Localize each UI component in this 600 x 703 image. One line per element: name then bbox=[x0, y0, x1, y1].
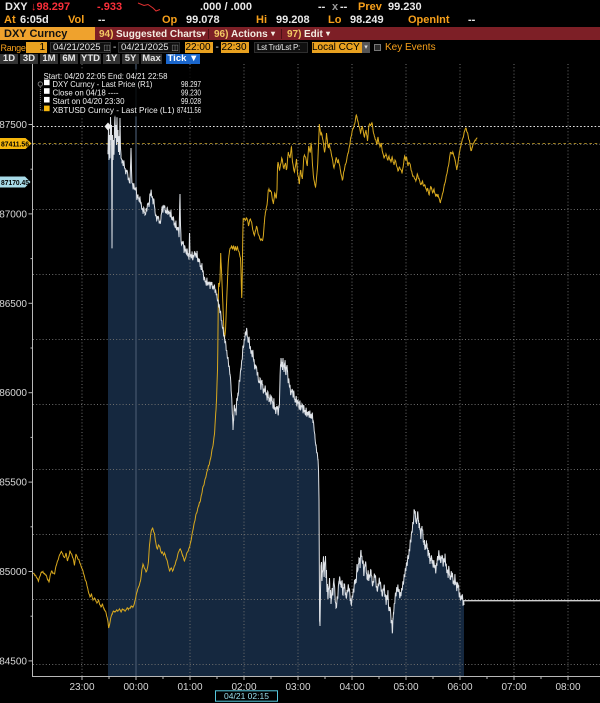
svg-text:87411.56: 87411.56 bbox=[177, 106, 201, 115]
svg-text:07:00: 07:00 bbox=[501, 682, 526, 693]
svg-text:84500: 84500 bbox=[0, 656, 27, 667]
svg-text:04:00: 04:00 bbox=[339, 682, 364, 693]
svg-text:85500: 85500 bbox=[0, 478, 27, 489]
svg-text:03:00: 03:00 bbox=[285, 682, 310, 693]
svg-text:23:00: 23:00 bbox=[69, 682, 94, 693]
svg-text:87000: 87000 bbox=[0, 209, 27, 220]
svg-text:XBTUSD Curncy - Last Price (L1: XBTUSD Curncy - Last Price (L1) bbox=[53, 106, 175, 115]
svg-text:87170.45: 87170.45 bbox=[1, 178, 30, 187]
svg-text:86000: 86000 bbox=[0, 388, 27, 399]
svg-text:86500: 86500 bbox=[0, 299, 27, 310]
svg-text:00:00: 00:00 bbox=[123, 682, 148, 693]
svg-text:05:00: 05:00 bbox=[393, 682, 418, 693]
svg-text:Close on 04/18 ----: Close on 04/18 ---- bbox=[53, 89, 119, 98]
svg-text:DXY Curncy - Last Price (R1): DXY Curncy - Last Price (R1) bbox=[53, 80, 153, 89]
svg-text:98.297: 98.297 bbox=[181, 80, 201, 89]
svg-text:87500: 87500 bbox=[0, 120, 27, 131]
svg-text:Start: 04/20 22:05 End: 04/21: Start: 04/20 22:05 End: 04/21 22:58 bbox=[44, 72, 168, 81]
svg-text:99.028: 99.028 bbox=[181, 97, 201, 106]
svg-text:04/21 02:15: 04/21 02:15 bbox=[224, 691, 269, 701]
svg-text:06:00: 06:00 bbox=[447, 682, 472, 693]
svg-text:01:00: 01:00 bbox=[177, 682, 202, 693]
svg-text:02:00: 02:00 bbox=[231, 682, 256, 693]
svg-text:99.230: 99.230 bbox=[181, 89, 201, 98]
svg-text:87411.56: 87411.56 bbox=[1, 139, 29, 148]
svg-text:85000: 85000 bbox=[0, 567, 27, 578]
svg-text:Start on 04/20 23:30: Start on 04/20 23:30 bbox=[53, 97, 125, 106]
svg-text:08:00: 08:00 bbox=[555, 682, 580, 693]
